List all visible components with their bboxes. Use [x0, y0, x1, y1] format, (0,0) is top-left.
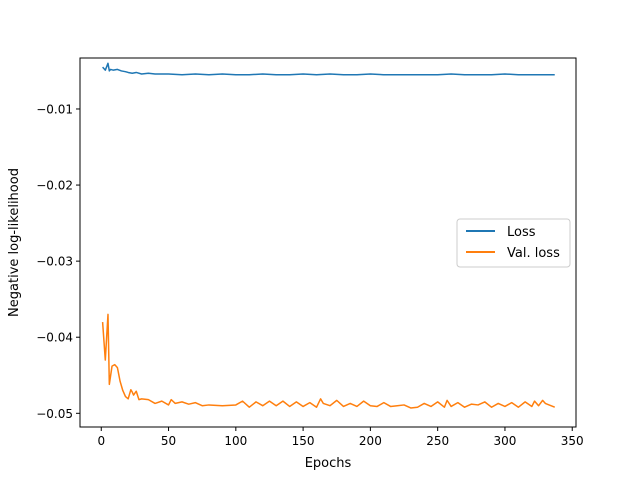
legend-label-loss: Loss — [507, 225, 536, 240]
series-line-val-loss — [101, 313, 556, 409]
x-axis-label: Epochs — [305, 456, 352, 471]
y-tick-label: −0.03 — [36, 255, 73, 269]
x-tick-label: 350 — [561, 434, 584, 448]
x-tick-label: 100 — [224, 434, 247, 448]
x-tick-label: 50 — [161, 434, 176, 448]
x-tick-label: 250 — [426, 434, 449, 448]
y-tick-label: −0.04 — [36, 331, 73, 345]
x-tick-label: 200 — [359, 434, 382, 448]
y-tick-label: −0.02 — [36, 179, 73, 193]
y-axis-ticks: −0.01 −0.02 −0.03 −0.04 −0.05 — [36, 102, 80, 421]
x-tick-label: 150 — [292, 434, 315, 448]
y-tick-label: −0.05 — [36, 407, 73, 421]
plot-frame — [79, 57, 577, 428]
series-line-loss — [102, 62, 555, 76]
y-tick-label: −0.01 — [36, 102, 73, 116]
legend-label-val-loss: Val. loss — [507, 246, 560, 261]
y-axis-label: Negative log-likelihood — [7, 168, 22, 317]
x-axis-ticks: 0 50 100 150 200 250 300 350 — [97, 427, 584, 448]
x-tick-label: 0 — [97, 434, 105, 448]
legend: Loss Val. loss — [456, 218, 571, 268]
series-layer — [101, 62, 556, 409]
x-tick-label: 300 — [493, 434, 516, 448]
